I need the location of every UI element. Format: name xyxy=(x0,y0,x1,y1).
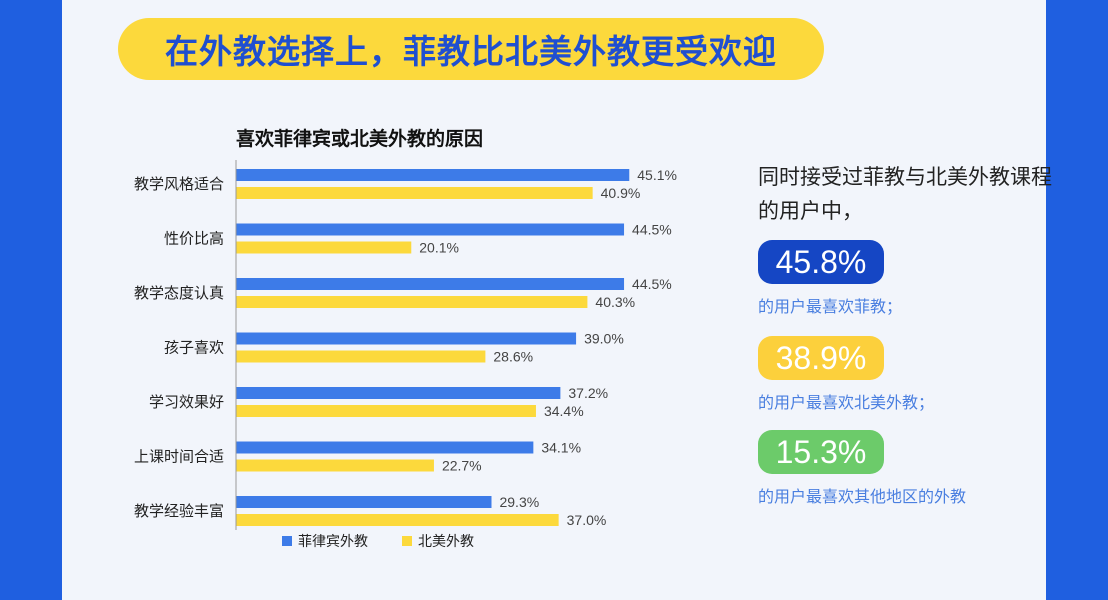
stat-pill-philippines: 45.8% xyxy=(758,240,884,284)
legend-label: 菲律宾外教 xyxy=(298,534,368,550)
data-label: 29.3% xyxy=(499,494,539,510)
category-label: 教学态度认真 xyxy=(134,284,224,302)
bar-philippines xyxy=(236,223,625,236)
stat-caption-north-america: 的用户最喜欢北美外教； xyxy=(758,393,935,412)
stat-block-philippines: 45.8% 的用户最喜欢菲教； xyxy=(758,240,902,317)
bar-philippines xyxy=(236,441,534,454)
data-label: 20.1% xyxy=(419,240,459,256)
legend-swatch xyxy=(402,536,412,546)
category-label: 性价比高 xyxy=(164,230,224,248)
data-label: 39.0% xyxy=(584,331,624,347)
bar-philippines xyxy=(236,332,577,345)
bar-north-america xyxy=(236,514,559,526)
bar-north-america xyxy=(236,350,486,363)
bar-philippines xyxy=(236,387,561,399)
stat-block-north-america: 38.9% 的用户最喜欢北美外教； xyxy=(758,336,934,413)
data-label: 34.1% xyxy=(541,440,581,456)
data-label: 44.5% xyxy=(632,276,672,292)
bar-philippines xyxy=(236,169,630,181)
side-intro-text: 同时接受过菲教与北美外教课程的用户中， xyxy=(758,165,1052,223)
category-label: 上课时间合适 xyxy=(134,448,224,466)
data-label: 37.2% xyxy=(568,385,608,401)
data-label: 37.0% xyxy=(567,512,607,528)
stat-pill-other: 15.3% xyxy=(758,430,884,474)
category-label: 孩子喜欢 xyxy=(164,339,224,357)
bar-north-america xyxy=(236,405,536,417)
data-label: 40.3% xyxy=(595,294,635,310)
bar-philippines xyxy=(236,278,625,290)
bar-north-america xyxy=(236,187,593,199)
legend-label: 北美外教 xyxy=(418,534,474,550)
category-label: 教学风格适合 xyxy=(134,175,224,193)
stat-pill-north-america: 38.9% xyxy=(758,336,884,380)
chart-title: 喜欢菲律宾或北美外教的原因 xyxy=(236,128,484,150)
bar-north-america xyxy=(236,296,588,308)
headline-banner: 在外教选择上，菲教比北美外教更受欢迎 xyxy=(118,18,824,80)
bar-north-america xyxy=(236,459,434,472)
data-label: 34.4% xyxy=(544,403,584,419)
data-label: 44.5% xyxy=(632,222,672,238)
bar-north-america xyxy=(236,241,412,254)
data-label: 45.1% xyxy=(637,167,677,183)
bar-philippines xyxy=(236,496,492,508)
headline-text: 在外教选择上，菲教比北美外教更受欢迎 xyxy=(165,32,777,71)
category-label: 教学经验丰富 xyxy=(134,502,224,520)
stat-block-other: 15.3% 的用户最喜欢其他地区的外教 xyxy=(758,430,966,507)
data-label: 40.9% xyxy=(601,185,641,201)
data-label: 28.6% xyxy=(493,349,533,365)
stat-caption-philippines: 的用户最喜欢菲教； xyxy=(758,297,903,316)
stat-caption-other: 的用户最喜欢其他地区的外教 xyxy=(758,487,967,506)
data-label: 22.7% xyxy=(442,458,482,474)
legend-swatch xyxy=(282,536,292,546)
category-label: 学习效果好 xyxy=(149,393,224,411)
